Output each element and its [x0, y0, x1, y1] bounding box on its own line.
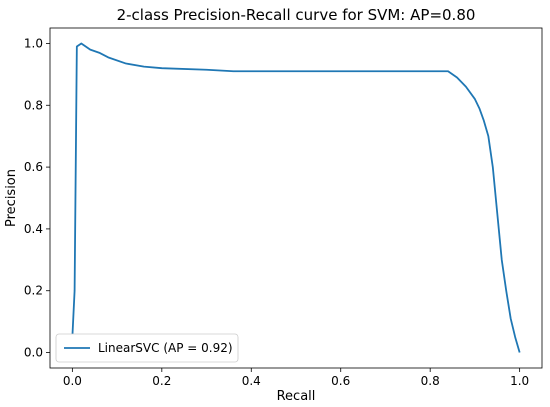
y-tick-label: 0.0 — [24, 346, 43, 360]
series-layer — [71, 42, 521, 353]
x-tick-label: 0.0 — [63, 374, 82, 388]
x-tick-label: 0.6 — [331, 374, 350, 388]
x-tick-label: 0.4 — [242, 374, 261, 388]
x-tick-label: 0.2 — [152, 374, 171, 388]
y-tick-label: 1.0 — [24, 36, 43, 50]
y-tick-label: 0.2 — [24, 284, 43, 298]
plot-area — [49, 27, 543, 369]
x-axis-label: Recall — [277, 389, 316, 404]
legend-box — [55, 333, 239, 363]
y-axis-label: Precision — [4, 169, 19, 227]
series-line — [71, 42, 521, 353]
y-tick-label: 0.4 — [24, 222, 43, 236]
y-tick-label: 0.8 — [24, 98, 43, 112]
axis-ticks: 0.0 0.2 0.4 0.6 0.8 1.0 0.0 0.2 0.4 0.6 0.8 1.0 — [24, 36, 529, 388]
legend: LinearSVC (AP = 0.92) — [55, 333, 239, 363]
x-tick-label: 1.0 — [510, 374, 529, 388]
y-tick-label: 0.6 — [24, 160, 43, 174]
x-tick-label: 0.8 — [421, 374, 440, 388]
chart-title: 2-class Precision-Recall curve for SVM: … — [117, 6, 476, 24]
legend-label: LinearSVC (AP = 0.92) — [98, 341, 233, 355]
